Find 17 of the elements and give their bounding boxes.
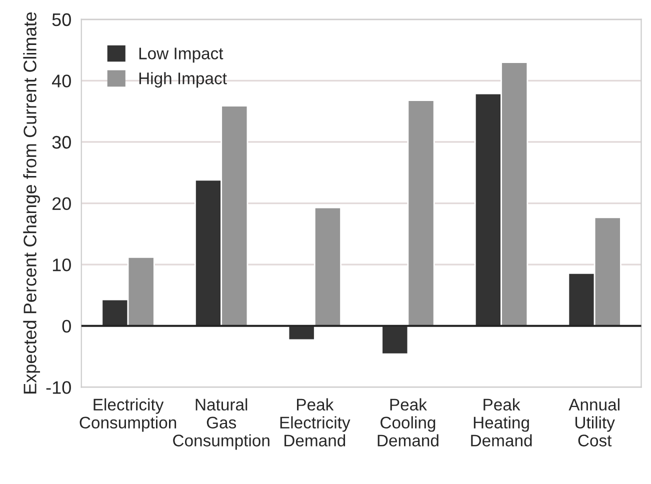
y-tick-label: 10 (52, 258, 71, 272)
x-tick-label: Peak Heating Demand (471, 398, 532, 446)
y-tick-label: -10 (46, 381, 71, 394)
y-axis-title: Expected Percent Change from Current Climate (23, 12, 40, 394)
y-tick-label: 50 (52, 13, 71, 26)
legend-label: High Impact (139, 72, 227, 88)
bar (314, 206, 342, 327)
x-tick-label: Peak Cooling Demand (378, 398, 438, 446)
y-tick-label: 20 (52, 197, 71, 210)
bar (381, 325, 409, 355)
y-tick-label: 0 (62, 320, 71, 333)
y-tick-label: 30 (52, 136, 71, 149)
x-tick-label: Peak Electricity Demand (280, 398, 350, 446)
bar (407, 100, 435, 327)
x-tick-label: Annual Utility Cost (568, 398, 620, 446)
legend-label: Low Impact (139, 48, 224, 63)
y-tick-label: 40 (52, 74, 71, 88)
